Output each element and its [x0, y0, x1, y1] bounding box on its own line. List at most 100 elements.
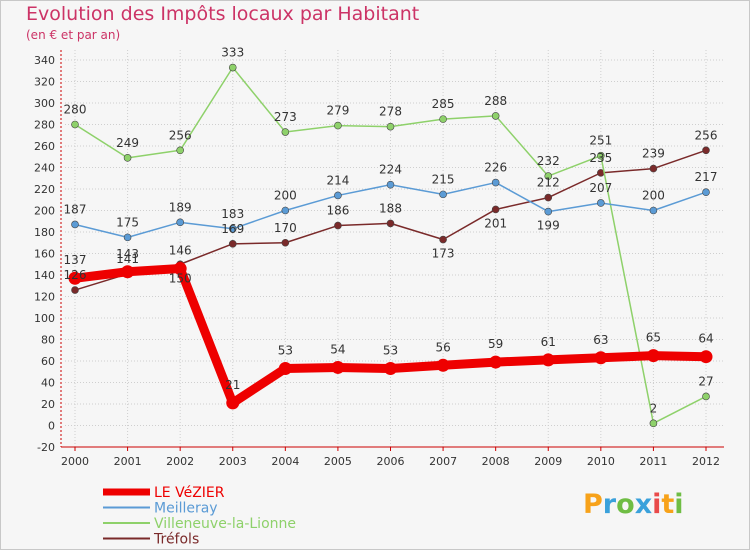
data-label: 186	[326, 204, 349, 218]
y-tick-label: 280	[34, 119, 55, 132]
data-point	[334, 191, 342, 200]
data-point	[699, 350, 713, 364]
data-label: 199	[537, 219, 560, 233]
legend-label: Villeneuve-la-Lionne	[154, 516, 296, 532]
y-tick-label: 160	[34, 248, 55, 261]
y-tick-label: 120	[34, 291, 55, 304]
data-label: 280	[64, 103, 87, 117]
data-label: 137	[64, 253, 87, 267]
data-label: 183	[221, 207, 244, 221]
data-label: 249	[116, 136, 139, 150]
data-point	[386, 219, 395, 228]
data-point	[281, 206, 290, 215]
data-label: 53	[278, 344, 293, 358]
data-point	[68, 271, 82, 285]
y-tick-label: 260	[34, 140, 55, 153]
data-point	[544, 172, 553, 180]
data-point	[226, 396, 240, 410]
data-label: 169	[221, 222, 244, 236]
data-point	[491, 205, 500, 214]
data-point	[491, 178, 500, 187]
legend: LE VéZIERMeillerayVilleneuve-la-LionneTr…	[103, 485, 296, 548]
data-point	[334, 221, 342, 230]
y-tick-label: 0	[48, 420, 55, 433]
data-label: 279	[326, 104, 349, 118]
data-point	[489, 355, 503, 369]
y-tick-label: 340	[34, 54, 55, 67]
data-point	[278, 362, 292, 376]
logo-letter: i	[652, 489, 662, 520]
data-point	[541, 353, 555, 367]
data-label: 189	[169, 200, 192, 214]
x-tick-label: 2008	[482, 455, 510, 468]
data-label: 200	[642, 189, 665, 203]
data-point	[491, 112, 500, 120]
data-label: 214	[326, 173, 349, 187]
data-label: 21	[225, 378, 240, 392]
x-tick-label: 2003	[219, 455, 247, 468]
data-point	[228, 63, 237, 72]
data-label: 27	[698, 374, 713, 388]
logo-letter: r	[602, 489, 617, 520]
data-point	[544, 193, 553, 202]
data-point	[597, 151, 605, 160]
data-label: 126	[64, 268, 87, 282]
logo-letter: P	[583, 489, 603, 520]
x-tick-label: 2005	[324, 455, 352, 468]
data-label: 288	[484, 94, 507, 108]
data-label: 256	[695, 128, 718, 142]
y-tick-label: 300	[34, 97, 55, 110]
x-tick-label: 2000	[61, 455, 89, 468]
legend-label: LE VéZIER	[154, 485, 225, 501]
data-point	[281, 128, 290, 136]
data-label: 201	[484, 216, 507, 230]
data-point	[386, 122, 395, 131]
data-point	[702, 392, 710, 401]
legend-label: Tréfols	[153, 532, 199, 548]
data-label: 278	[379, 105, 402, 119]
data-point	[594, 351, 608, 365]
data-point	[439, 235, 447, 244]
logo-letter: t	[661, 489, 675, 520]
data-point	[649, 419, 658, 428]
data-label: 333	[221, 46, 244, 60]
data-label: 217	[695, 170, 718, 184]
data-label: 273	[274, 110, 297, 124]
y-tick-label: 20	[41, 398, 55, 411]
data-label: 2	[650, 401, 658, 415]
x-tick-label: 2004	[271, 455, 299, 468]
data-point	[331, 360, 345, 374]
data-label: 224	[379, 163, 402, 177]
data-label: 200	[274, 189, 297, 203]
data-label: 285	[432, 97, 455, 111]
data-point	[71, 220, 79, 229]
data-label: 226	[484, 161, 507, 175]
data-label: 146	[169, 244, 192, 258]
data-point	[384, 362, 397, 376]
data-point	[71, 120, 79, 129]
x-tick-label: 2002	[166, 455, 194, 468]
data-point	[544, 207, 553, 216]
logo-letter: o	[616, 489, 635, 520]
y-tick-label: 80	[41, 334, 55, 347]
data-point	[649, 206, 658, 215]
y-tick-label: 200	[34, 205, 55, 218]
y-tick-label: 180	[34, 226, 55, 239]
data-point	[176, 218, 184, 227]
series	[68, 63, 713, 428]
legend-label: Meilleray	[154, 501, 218, 517]
y-tick-label: 100	[34, 312, 55, 325]
x-tick-label: 2006	[377, 455, 405, 468]
y-tick-label: 40	[41, 377, 55, 390]
data-point	[123, 233, 132, 242]
data-label: 188	[379, 201, 402, 215]
data-label: 141	[116, 252, 139, 266]
data-label: 215	[432, 172, 455, 186]
logo-letter: x	[634, 489, 653, 520]
data-point	[228, 240, 237, 248]
y-tick-label: 320	[34, 76, 55, 89]
data-point	[176, 146, 184, 155]
data-point	[281, 238, 290, 247]
data-point	[439, 115, 447, 123]
